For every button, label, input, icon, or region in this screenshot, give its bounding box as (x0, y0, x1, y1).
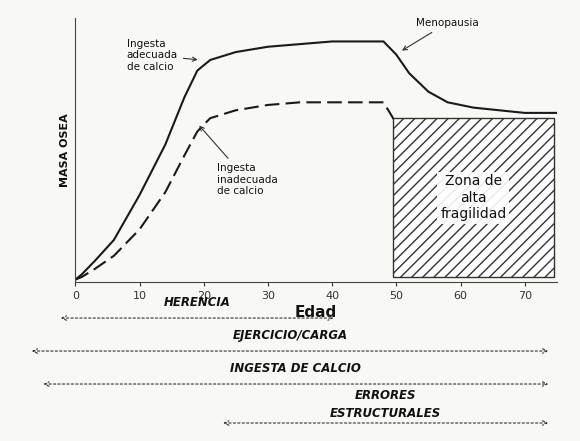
Y-axis label: MASA OSEA: MASA OSEA (60, 113, 70, 187)
Text: EJERCICIO/CARGA: EJERCICIO/CARGA (233, 329, 347, 342)
Text: ERRORES: ERRORES (355, 389, 416, 402)
Text: INGESTA DE CALCIO: INGESTA DE CALCIO (230, 362, 361, 375)
X-axis label: Edad: Edad (295, 306, 337, 321)
Text: Zona de
alta
fragilidad: Zona de alta fragilidad (440, 174, 506, 221)
Text: ESTRUCTURALES: ESTRUCTURALES (330, 407, 441, 420)
Text: Ingesta
inadecuada
de calcio: Ingesta inadecuada de calcio (200, 127, 277, 196)
Text: HERENCIA: HERENCIA (164, 296, 231, 309)
Text: Menopausia: Menopausia (403, 18, 478, 50)
Bar (393, 118, 553, 277)
Text: Ingesta
adecuada
de calcio: Ingesta adecuada de calcio (127, 39, 197, 72)
